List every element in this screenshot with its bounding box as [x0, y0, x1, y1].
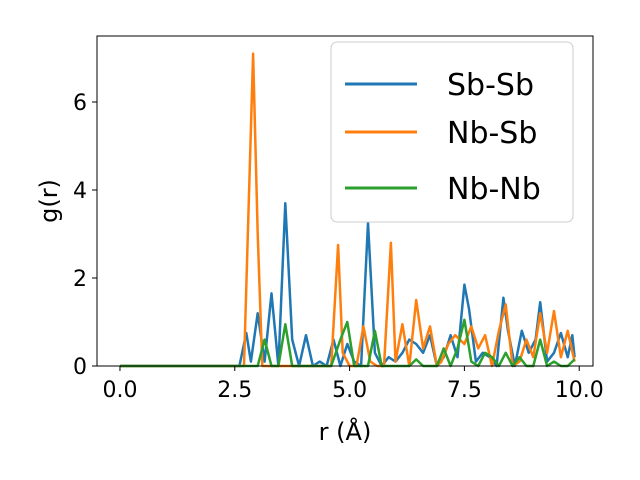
x-tick-label: 0.0: [102, 378, 137, 403]
plot-frame: [96, 35, 594, 367]
y-tick-label: 4: [73, 179, 87, 204]
x-tick-label: 5.0: [332, 378, 367, 403]
legend-label-nb-sb: Nb-Sb: [447, 116, 537, 151]
y-axis-label: g(r): [35, 179, 63, 223]
legend-label-nb-nb: Nb-Nb: [447, 172, 541, 207]
y-tick-label: 0: [73, 355, 87, 380]
series-line-sb-sb: [120, 201, 576, 368]
legend-box: [330, 41, 574, 223]
y-axis-ticks: 0 2 4 6: [73, 91, 97, 380]
x-tick-label: 10.0: [555, 378, 604, 403]
x-axis-label: r (Å): [319, 417, 372, 446]
y-tick-label: 2: [73, 267, 87, 292]
legend-label-sb-sb: Sb-Sb: [447, 68, 534, 103]
x-tick-label: 7.5: [447, 378, 482, 403]
x-axis-ticks: 0.0 2.5 5.0 7.5 10.0: [102, 366, 604, 403]
legend: Sb-Sb Nb-Sb Nb-Nb: [330, 41, 574, 223]
x-tick-label: 2.5: [217, 378, 252, 403]
y-tick-label: 6: [73, 91, 87, 116]
